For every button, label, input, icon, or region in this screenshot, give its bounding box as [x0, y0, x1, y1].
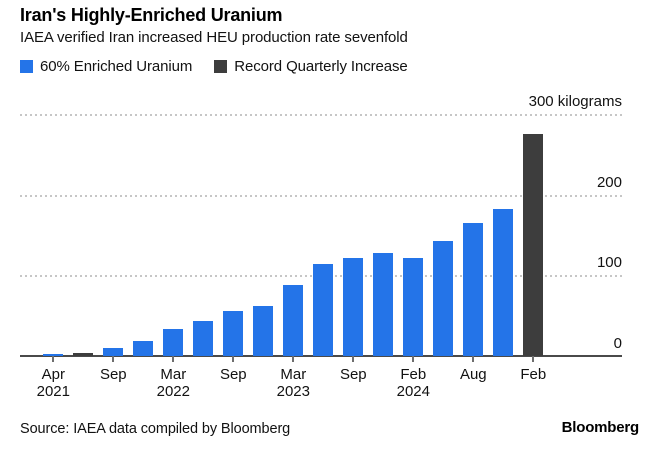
x-axis-label: Sep: [339, 366, 367, 383]
plot-area: 300 kilograms 200 100 0 Apr 2021 Sep Mar 2022 S…: [20, 94, 622, 400]
gridline-200: [20, 194, 622, 197]
legend-swatch-dark: [214, 60, 228, 73]
bar-16: [523, 134, 544, 356]
legend-item-record-increase: Record Quarterly Increase: [214, 58, 408, 75]
x-axis-line: [20, 355, 622, 357]
x-axis-label: Mar 2022: [156, 366, 190, 400]
x-tick-mark: [472, 356, 475, 362]
y-axis-label-300: 300 kilograms: [528, 93, 622, 110]
chart-subtitle: IAEA verified Iran increased HEU product…: [20, 29, 408, 46]
legend: 60% Enriched Uranium Record Quarterly In…: [20, 58, 408, 75]
bar-9: [313, 264, 334, 356]
y-axis-label-200: 200: [596, 173, 622, 191]
legend-label: 60% Enriched Uranium: [40, 58, 193, 75]
bar-8: [283, 285, 304, 356]
x-axis-label: Sep: [99, 366, 127, 383]
bar-12: [403, 258, 424, 356]
legend-swatch-blue: [20, 60, 33, 73]
chart-title: Iran's Highly-Enriched Uranium: [20, 5, 283, 25]
bar-4: [163, 329, 184, 356]
x-axis-label: Aug: [459, 366, 487, 383]
x-tick-mark: [292, 356, 295, 362]
y-axis-label-100: 100: [596, 254, 622, 272]
bar-10: [343, 257, 364, 356]
x-tick-mark: [352, 356, 355, 362]
legend-item-enriched-uranium: 60% Enriched Uranium: [20, 58, 192, 75]
bar-2: [103, 347, 124, 356]
gridline-300: [20, 114, 622, 116]
x-axis-label: Feb 2024: [396, 366, 430, 400]
x-axis-label: Apr 2021: [36, 366, 70, 400]
bar-6: [223, 310, 244, 356]
x-tick-mark: [532, 356, 535, 362]
bar-7: [253, 306, 274, 356]
bar-11: [373, 252, 394, 356]
bar-3: [133, 341, 154, 356]
bar-15: [493, 209, 514, 356]
x-axis-label: Mar 2023: [276, 366, 310, 400]
x-tick-mark: [232, 356, 235, 362]
legend-label: Record Quarterly Increase: [234, 58, 408, 75]
x-tick-mark: [52, 356, 55, 362]
x-tick-mark: [412, 356, 415, 362]
x-axis-label: Feb: [520, 366, 547, 383]
x-tick-mark: [172, 356, 175, 362]
bar-5: [193, 321, 214, 356]
x-tick-mark: [112, 356, 115, 362]
bloomberg-logo: Bloomberg: [561, 419, 640, 436]
y-axis-label-0: 0: [613, 335, 622, 352]
bar-1: [73, 352, 94, 356]
x-axis-label: Sep: [219, 366, 247, 383]
bar-13: [433, 241, 454, 356]
source-note: Source: IAEA data compiled by Bloomberg: [20, 421, 291, 437]
bar-0: [43, 354, 64, 356]
bar-14: [463, 222, 484, 356]
